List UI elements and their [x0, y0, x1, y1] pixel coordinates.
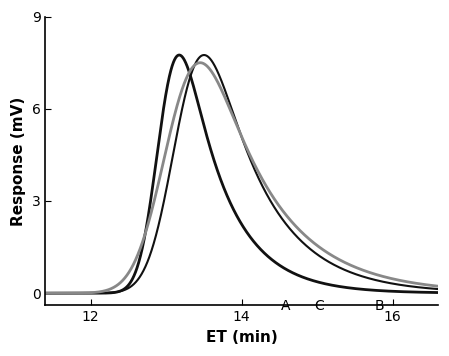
Text: A: A	[281, 299, 290, 313]
Text: B: B	[374, 299, 384, 313]
Y-axis label: Response (mV): Response (mV)	[11, 96, 26, 226]
X-axis label: ET (min): ET (min)	[206, 330, 277, 345]
Text: C: C	[314, 299, 324, 313]
